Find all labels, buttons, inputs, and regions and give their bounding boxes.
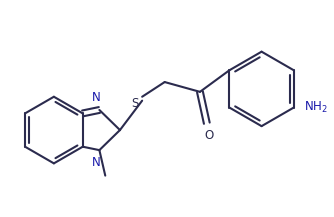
Text: S: S [132, 97, 139, 110]
Text: NH$_2$: NH$_2$ [304, 100, 327, 115]
Text: N: N [92, 156, 101, 169]
Text: O: O [204, 129, 213, 142]
Text: N: N [92, 91, 101, 104]
